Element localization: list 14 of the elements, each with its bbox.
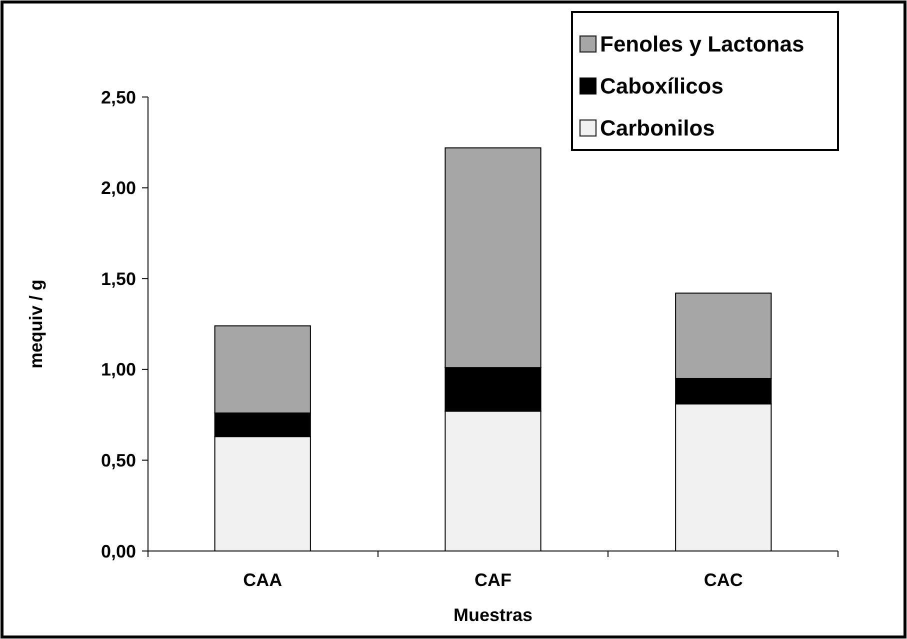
x-tick-label: CAC — [704, 570, 743, 590]
y-tick-label: 0,00 — [100, 541, 136, 562]
y-tick-label: 1,00 — [100, 360, 136, 380]
x-tick-label: CAF — [474, 570, 512, 590]
y-tick-label: 2,50 — [100, 87, 136, 108]
x-tick-label: CAA — [243, 570, 282, 590]
legend-label: Fenoles y Lactonas — [600, 32, 804, 57]
legend-label: Caboxílicos — [600, 74, 724, 99]
y-axis-title: mequiv / g — [26, 279, 46, 369]
legend-label: Carbonilos — [600, 116, 715, 141]
y-tick-label: 1,50 — [100, 268, 136, 289]
y-tick-label: 2,00 — [100, 178, 136, 198]
x-axis-title: Muestras — [453, 605, 533, 625]
y-tick-label: 0,50 — [100, 450, 136, 470]
